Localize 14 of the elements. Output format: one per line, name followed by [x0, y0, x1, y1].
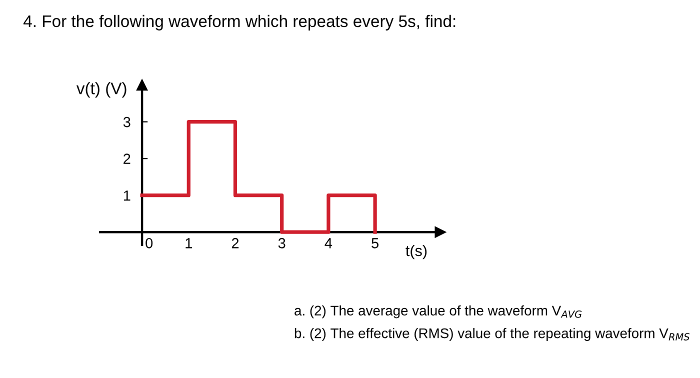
y-tick-label: 2 — [124, 154, 130, 164]
x-tick-label: 1 — [186, 238, 192, 248]
chart-title: 4. For the following waveform which repeats every 5s, find: — [23, 14, 456, 30]
y-axis-title: v(t) (V) — [76, 82, 126, 98]
text: a. (2) The average value of the waveform V$_{AVG}$ — [294, 305, 582, 318]
x-tick-label: 0 — [146, 238, 153, 248]
y-tick-label: 1 — [124, 190, 130, 201]
x-tick-label: 5 — [372, 238, 378, 248]
x-tick-label: 2 — [232, 238, 239, 248]
x-tick-label: 4 — [324, 238, 332, 248]
x-tick-label: 3 — [278, 238, 286, 248]
x-axis-title: t(s) — [406, 244, 427, 260]
y-tick-label: 3 — [123, 116, 130, 128]
text: b. (2) The effective (RMS) value of the repeating waveform V$_{RMS}$ — [294, 328, 690, 341]
